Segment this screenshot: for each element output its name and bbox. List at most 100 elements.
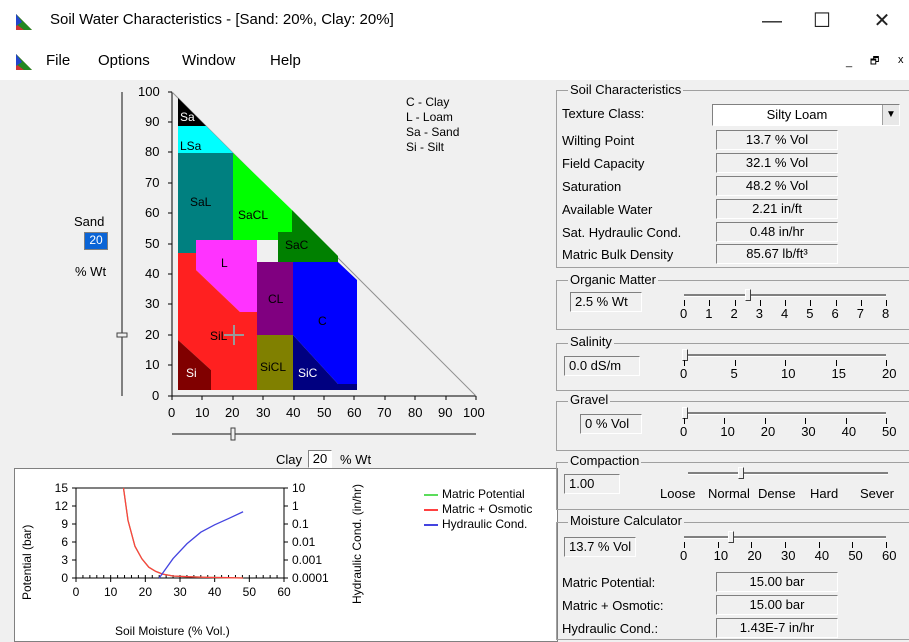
moisture-calculator-title: Moisture Calculator bbox=[568, 513, 684, 528]
organic-matter-slider-thumb[interactable] bbox=[745, 289, 752, 301]
gravel-slider-thumb[interactable] bbox=[682, 407, 688, 419]
salinity-slider[interactable]: 0 5 10 15 20 bbox=[680, 348, 896, 384]
chart-xlabel: Soil Moisture (% Vol.) bbox=[115, 624, 230, 638]
mdi-restore-button[interactable]: 🗗 bbox=[870, 56, 880, 67]
menu-help[interactable]: Help bbox=[270, 52, 301, 69]
compaction-slider-thumb[interactable] bbox=[738, 467, 744, 479]
organic-matter-input[interactable]: 2.5 % Wt bbox=[570, 292, 642, 312]
clay-slider[interactable] bbox=[172, 427, 476, 441]
chart-x-tick-label: 40 bbox=[208, 585, 222, 599]
sat-hydraulic-cond-label: Sat. Hydraulic Cond. bbox=[562, 225, 682, 240]
legend-silt: Si - Silt bbox=[406, 140, 445, 154]
mdi-close-button[interactable]: x bbox=[898, 54, 904, 66]
app-icon bbox=[16, 14, 32, 30]
moisture-slider[interactable]: 0 10 20 30 40 50 60 bbox=[680, 530, 896, 566]
y-tick-90: 90 bbox=[145, 114, 160, 129]
menu-file[interactable]: File bbox=[46, 52, 71, 69]
chart-plot-frame bbox=[75, 487, 285, 579]
region-sandy-clay-loam[interactable] bbox=[233, 153, 292, 240]
y-tick-50: 50 bbox=[145, 236, 160, 251]
organic-matter-slider-tick-label: 1 bbox=[705, 306, 713, 321]
moisture-slider-tick bbox=[684, 542, 685, 548]
chart-y2-tick-label: 0.001 bbox=[292, 553, 322, 567]
compaction-slider-track[interactable] bbox=[688, 472, 888, 475]
minimize-button[interactable]: — bbox=[762, 10, 782, 32]
organic-matter-slider[interactable]: 0 1 2 3 4 5 6 7 8 bbox=[680, 288, 890, 324]
menu-window[interactable]: Window bbox=[182, 52, 236, 69]
region-clay-loam[interactable] bbox=[257, 262, 293, 335]
region-sandy-clay[interactable] bbox=[278, 210, 338, 262]
mdi-minimize-button[interactable]: _ bbox=[846, 56, 853, 68]
crosshair-marker[interactable] bbox=[224, 325, 244, 345]
gravel-slider-tick-label: 10 bbox=[720, 424, 735, 439]
sand-slider[interactable] bbox=[116, 92, 128, 396]
menu-options[interactable]: Options bbox=[98, 52, 150, 69]
y-tick-30: 30 bbox=[145, 296, 160, 311]
organic-matter-slider-tick bbox=[734, 300, 736, 306]
available-water-value: 2.21 in/ft bbox=[716, 199, 838, 219]
organic-matter-slider-tick-label: 0 bbox=[680, 306, 688, 321]
region-sandy-loam[interactable] bbox=[178, 153, 233, 253]
x-tick-20: 20 bbox=[225, 405, 240, 420]
close-button[interactable]: ✕ bbox=[873, 10, 891, 32]
salinity-slider-track[interactable] bbox=[684, 354, 886, 357]
y-tick-0: 0 bbox=[152, 388, 160, 403]
gravel-slider[interactable]: 0 10 20 30 40 50 bbox=[680, 406, 896, 442]
organic-matter-slider-tick-label: 5 bbox=[806, 306, 814, 321]
region-loam[interactable] bbox=[196, 240, 257, 312]
y-tick-20: 20 bbox=[145, 327, 160, 342]
salinity-slider-tick bbox=[734, 360, 736, 366]
moisture-slider-thumb[interactable] bbox=[728, 531, 735, 543]
gravel-slider-track[interactable] bbox=[684, 412, 886, 415]
clay-input[interactable]: 20 bbox=[308, 450, 332, 468]
maximize-button[interactable]: ☐ bbox=[813, 10, 831, 32]
organic-matter-slider-tick-label: 6 bbox=[831, 306, 839, 321]
soil-characteristics-title: Soil Characteristics bbox=[568, 82, 684, 97]
organic-matter-slider-track[interactable] bbox=[684, 294, 886, 297]
gravel-input[interactable]: 0 % Vol bbox=[580, 414, 642, 434]
matric-osmotic-value: 15.00 bar bbox=[716, 595, 838, 615]
salinity-input[interactable]: 0.0 dS/m bbox=[564, 356, 640, 376]
region-silty-clay[interactable] bbox=[293, 335, 357, 390]
label-si: Si bbox=[186, 366, 197, 380]
gravel-title: Gravel bbox=[568, 392, 611, 407]
wilting-point-label: Wilting Point bbox=[562, 133, 635, 148]
y-tick-40: 40 bbox=[145, 266, 160, 281]
gravel-slider-tick-label: 40 bbox=[841, 424, 857, 439]
window-title: Soil Water Characteristics - [Sand: 20%,… bbox=[50, 11, 394, 28]
x-tick-30: 30 bbox=[256, 405, 271, 420]
gravel-slider-tick bbox=[805, 418, 807, 424]
clay-label: Clay bbox=[276, 452, 303, 467]
gravel-slider-tick-label: 0 bbox=[680, 424, 688, 439]
region-silt[interactable] bbox=[178, 340, 211, 390]
x-tick-40: 40 bbox=[286, 405, 301, 420]
moisture-slider-tick bbox=[818, 542, 820, 548]
salinity-slider-tick bbox=[835, 360, 837, 366]
texture-class-dropdown[interactable]: Silty Loam ▼ bbox=[712, 104, 900, 126]
legend-loam: L - Loam bbox=[406, 110, 453, 124]
region-silty-clay-loam[interactable] bbox=[257, 335, 293, 390]
compaction-slider[interactable]: Loose Normal Dense Hard Sever bbox=[660, 466, 908, 502]
region-clay[interactable] bbox=[293, 262, 357, 384]
chevron-down-icon[interactable]: ▼ bbox=[882, 105, 899, 125]
label-sal: SaL bbox=[190, 195, 212, 209]
moisture-slider-tick-label: 0 bbox=[680, 548, 688, 563]
saturation-label: Saturation bbox=[562, 179, 622, 194]
chart-panel bbox=[14, 468, 558, 642]
region-loamy-sand[interactable] bbox=[178, 126, 233, 153]
moisture-input[interactable]: 13.7 % Vol bbox=[564, 537, 636, 557]
sand-input[interactable]: 20 bbox=[84, 232, 108, 250]
hydraulic-cond-value: 1.43E-7 in/hr bbox=[716, 618, 838, 638]
compaction-input[interactable]: 1.00 bbox=[564, 474, 620, 494]
y-tick-100: 100 bbox=[138, 84, 160, 99]
chart-x-tick-label: 50 bbox=[243, 585, 257, 599]
moisture-slider-track[interactable] bbox=[684, 536, 886, 539]
chart-y2label: Hydraulic Cond. (in/hr) bbox=[350, 483, 364, 604]
x-tick-70: 70 bbox=[377, 405, 392, 420]
region-silt-loam[interactable] bbox=[178, 253, 257, 390]
gravel-slider-tick bbox=[724, 418, 726, 424]
chart-y2-tick-label: 10 bbox=[292, 481, 306, 495]
x-tick-80: 80 bbox=[408, 405, 423, 420]
organic-matter-slider-tick bbox=[886, 300, 887, 306]
salinity-slider-thumb[interactable] bbox=[682, 349, 688, 361]
